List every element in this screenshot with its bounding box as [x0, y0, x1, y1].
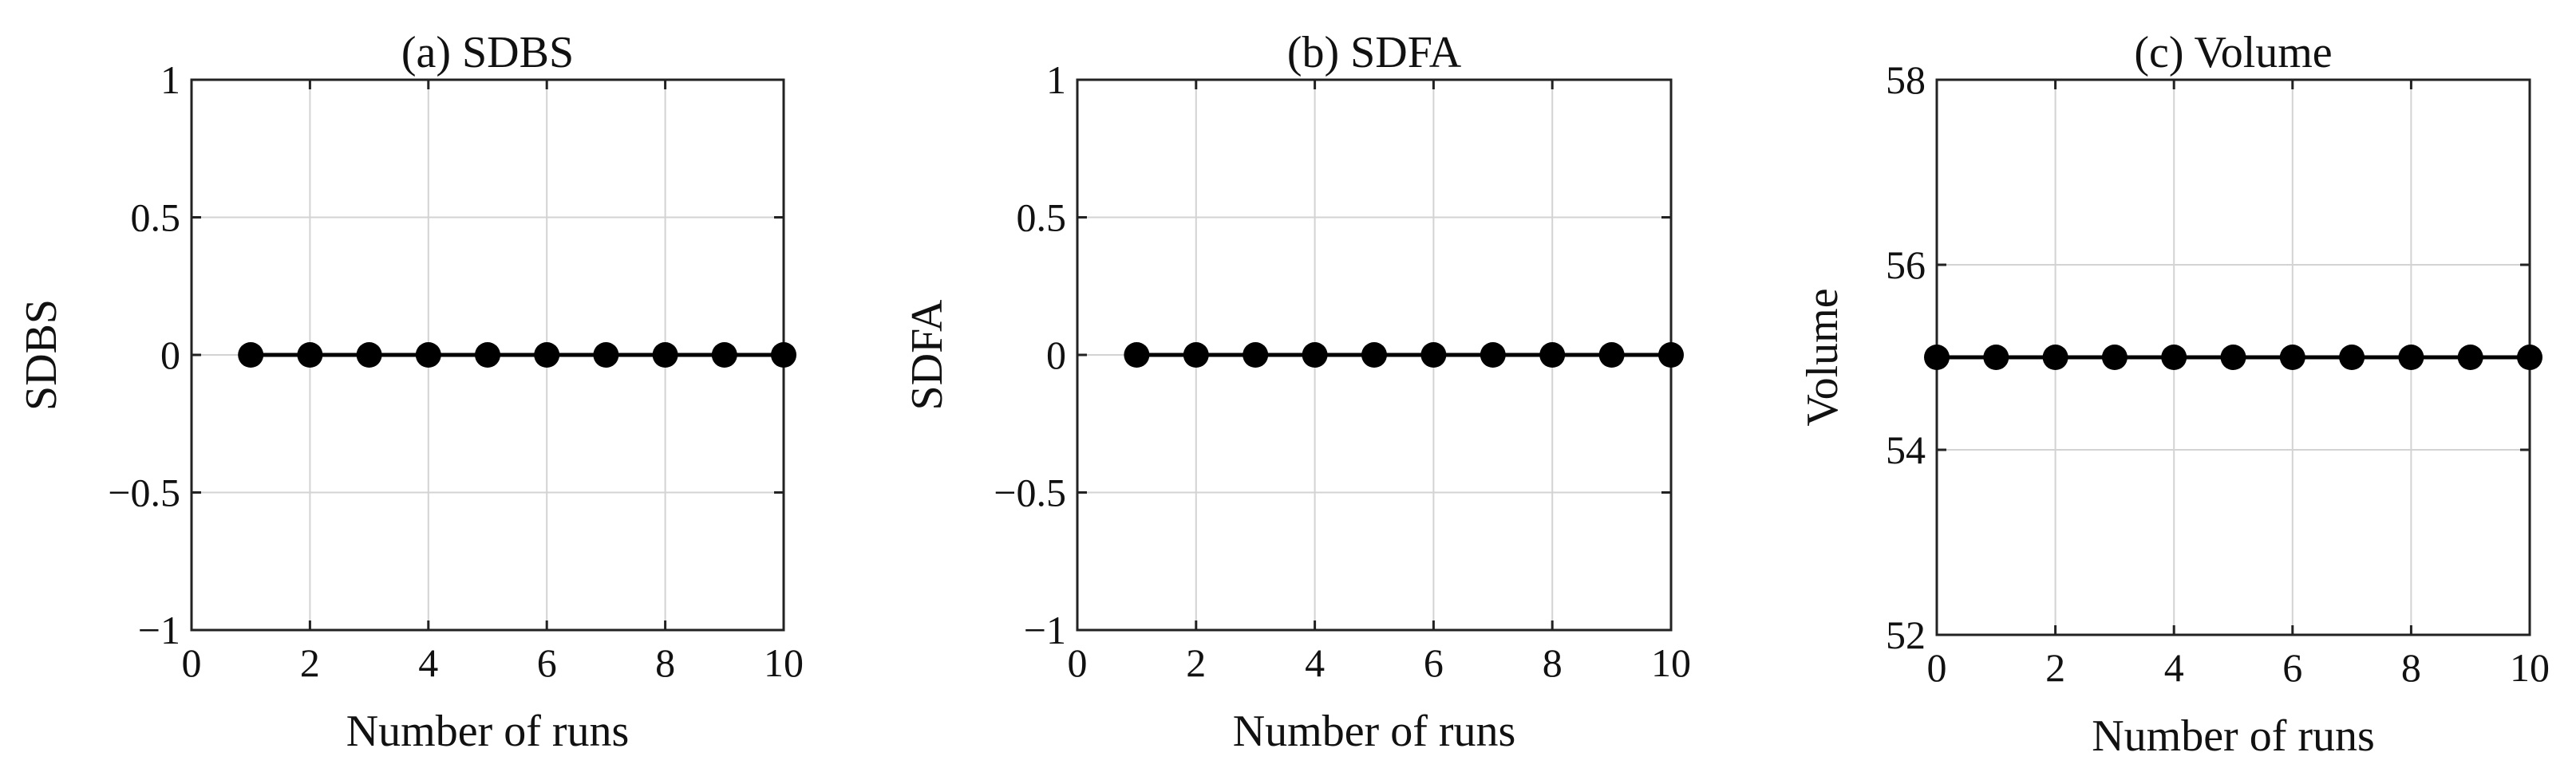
panel-a-y-tick-label-3: 0.5	[131, 195, 181, 240]
panel-c-data-point-10	[2517, 345, 2542, 370]
panel-c-x-tick-label-3: 6	[2282, 645, 2302, 690]
panel-a-x-tick-label-2: 4	[418, 640, 438, 685]
panel-b-x-tick-label-2: 4	[1305, 640, 1325, 685]
panel-b-data-point-1	[1183, 342, 1209, 368]
panel-b-y-tick-label-3: 0.5	[1017, 195, 1067, 240]
panel-a-x-tick-label-5: 10	[764, 640, 804, 685]
panel-b-data-point-3	[1302, 342, 1328, 368]
panel-a-x-tick-label-1: 2	[300, 640, 320, 685]
panel-b-data-point-2	[1243, 342, 1269, 368]
panel-a-title: (a) SDBS	[401, 28, 574, 77]
panel-c-data-point-5	[2220, 345, 2246, 370]
panel-b-x-tick-label-4: 8	[1543, 640, 1563, 685]
panel-b-data-point-5	[1420, 342, 1447, 368]
panel-b-x-tick-label-3: 6	[1424, 640, 1444, 685]
panel-c-data-point-2	[2042, 345, 2068, 370]
panel-c-y-axis-label: Volume	[1798, 288, 1847, 426]
panel-c-y-tick-label-0: 52	[1886, 613, 1926, 657]
panel-a-y-tick-label-0: −1	[138, 608, 180, 652]
panel-b-title: (b) SDFA	[1287, 28, 1462, 77]
panel-a-x-axis-label: Number of runs	[346, 707, 630, 756]
panel-c-data-point-1	[1983, 345, 2009, 370]
panel-a-data-point-0	[238, 342, 264, 368]
panel-c-data-point-0	[1924, 345, 1950, 370]
panel-b-y-axis-label: SDFA	[903, 299, 952, 411]
panel-c-x-tick-label-1: 2	[2045, 645, 2065, 690]
panel-a-data-point-3	[415, 342, 441, 368]
panel-c-x-tick-label-2: 4	[2164, 645, 2184, 690]
panel-c-data-point-6	[2279, 345, 2305, 370]
panel-b: 0 2 4 6 8 10 −1 −0.5 0 0.5 1 (b) SDFA Number of runs…	[903, 28, 1691, 756]
panel-c-y-tick-label-2: 56	[1886, 242, 1926, 287]
panel-b-data-point-8	[1598, 342, 1625, 368]
panel-b-data-point-7	[1539, 342, 1566, 368]
panel-c-data-point-7	[2339, 345, 2365, 370]
panel-c-x-axis-label: Number of runs	[2092, 711, 2375, 761]
panel-b-y-tick-label-1: −0.5	[994, 471, 1066, 515]
panel-b-y-tick-label-2: 0	[1046, 333, 1066, 377]
panel-a-x-tick-label-3: 6	[537, 640, 557, 685]
panel-c-x-tick-label-5: 10	[2510, 645, 2550, 690]
panel-c-y-tick-label-1: 54	[1886, 427, 1926, 472]
panel-a-data-point-8	[711, 342, 737, 368]
panel-a: 0 2 4 6 8 10 −1 −0.5 0 0.5 1 (a) SDBS Number of runs…	[17, 28, 804, 756]
panel-c-x-tick-label-4: 8	[2401, 645, 2421, 690]
panel-b-data-point-0	[1124, 342, 1150, 368]
panel-c-title: (c) Volume	[2134, 28, 2332, 77]
panel-a-data-point-9	[771, 342, 796, 368]
panel-a-y-tick-label-1: −0.5	[108, 471, 180, 515]
panel-c-data-point-9	[2457, 345, 2483, 370]
panel-b-y-tick-label-4: 1	[1046, 57, 1066, 102]
panel-a-data-point-6	[593, 342, 619, 368]
panel-c-x-tick-label-0: 0	[1927, 645, 1947, 690]
panel-b-data-point-9	[1658, 342, 1684, 368]
panel-b-x-tick-label-1: 2	[1186, 640, 1206, 685]
panel-a-data-point-1	[297, 342, 323, 368]
panel-b-x-tick-label-5: 10	[1651, 640, 1691, 685]
panel-a-data-point-7	[652, 342, 678, 368]
panel-a-y-tick-label-4: 1	[160, 57, 180, 102]
panel-a-data-point-4	[475, 342, 500, 368]
panel-a-data-point-5	[534, 342, 560, 368]
panel-b-y-tick-label-0: −1	[1024, 608, 1066, 652]
panel-a-x-tick-label-4: 8	[655, 640, 675, 685]
panel-a-y-tick-label-2: 0	[160, 333, 180, 377]
panel-c-y-tick-label-3: 58	[1886, 57, 1926, 102]
panel-b-data-point-4	[1361, 342, 1387, 368]
panel-c-data-point-8	[2398, 345, 2424, 370]
panel-a-x-tick-label-0: 0	[182, 640, 202, 685]
panel-a-data-point-2	[356, 342, 382, 368]
panel-c-data-point-4	[2161, 345, 2187, 370]
panel-b-x-tick-label-0: 0	[1068, 640, 1088, 685]
panel-c: 0 2 4 6 8 10 52 54 56 58 (c) Volume Number of runs V…	[1798, 28, 2550, 761]
panel-a-y-axis-label: SDBS	[17, 299, 66, 411]
panel-b-data-point-6	[1480, 342, 1506, 368]
panel-b-x-axis-label: Number of runs	[1233, 707, 1516, 756]
panel-c-data-point-3	[2101, 345, 2128, 370]
